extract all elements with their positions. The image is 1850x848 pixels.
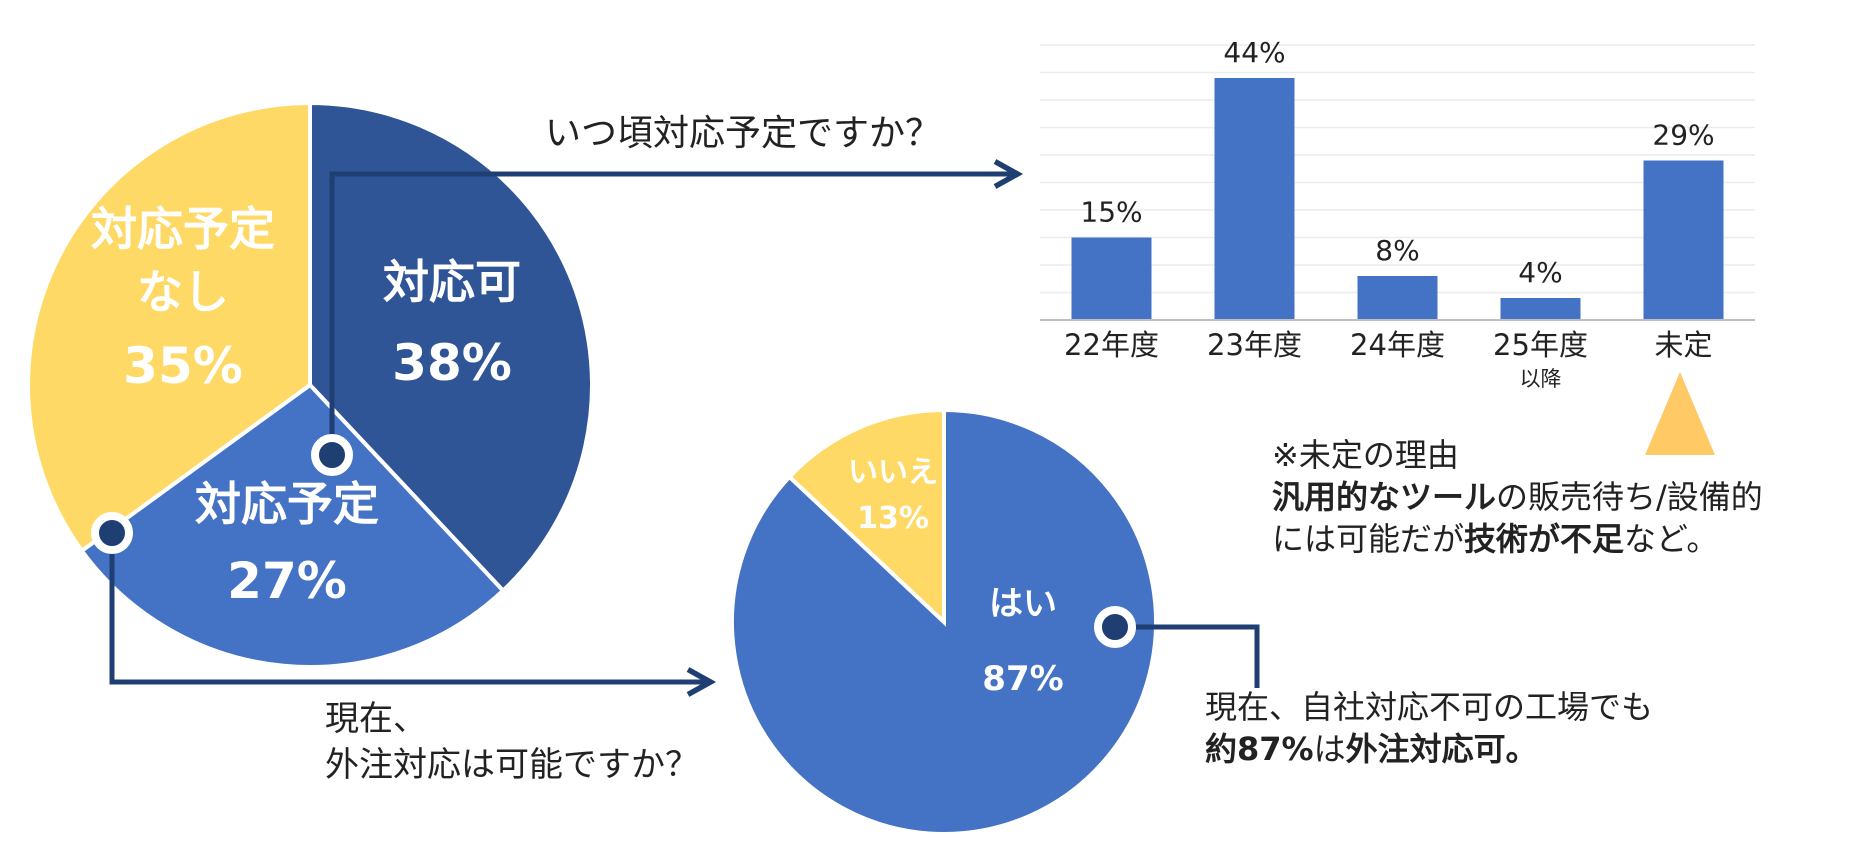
undecided-reason-line1: 汎用的なツールの販売待ち/設備的 [1272, 478, 1763, 516]
pie-label-unplanned: 対応予定 [91, 202, 275, 256]
pie-label-unplanned: なし [137, 265, 229, 319]
pie2-label-no: いいえ [848, 455, 938, 490]
outsourcing-pie-chart: はい 87% いいえ 13% [730, 407, 1158, 836]
outsourcing-question: 現在、 外注対応は可能ですか？ [325, 699, 699, 785]
bar-category-label: 23年度 [1207, 328, 1302, 362]
outsourcing-note-line2: 約87%は外注対応可。 [1205, 730, 1538, 768]
outsourcing-question-line1: 現在、 [325, 699, 427, 739]
bar-value-label: 8% [1375, 234, 1419, 267]
outsourcing-note: 現在、自社対応不可の工場でも 約87%は外注対応可。 [1205, 686, 1653, 770]
pie-slice-planned [79, 382, 506, 669]
undecided-reason-line2: には可能だが技術が不足など。 [1272, 520, 1719, 558]
bar-category-sublabel: 以降 [1520, 367, 1562, 391]
pie-value-planned: 27% [227, 552, 347, 610]
pie-value-unplanned: 35% [123, 337, 243, 395]
undecided-reason-title: ※未定の理由 [1272, 436, 1459, 474]
bar-5 [1643, 160, 1724, 320]
connector-arrow-to-outsourcing-pie [109, 533, 708, 682]
pie-label-planned: 対応予定 [195, 477, 379, 531]
bar-1 [1071, 237, 1152, 320]
pie2-value-yes: 87% [982, 659, 1063, 699]
bar-chart-question: いつ頃対応予定ですか？ [545, 113, 941, 154]
bar-value-label: 4% [1518, 256, 1562, 289]
pie-slice-unplanned [26, 100, 312, 554]
connector-dot-to-bar-chart [311, 434, 353, 476]
undecided-reason-note: ※未定の理由 汎用的なツールの販売待ち/設備的 には可能だが技術が不足など。 [1272, 434, 1763, 560]
connector-dot-to-outsourcing-pie [91, 512, 133, 554]
bar-category-label: 未定 [1654, 328, 1712, 362]
bar-value-label: 29% [1652, 119, 1714, 152]
bar-chart-bars [1071, 78, 1724, 320]
undecided-pointer-triangle [1645, 372, 1715, 455]
connector-line-to-outsourcing-note [1115, 624, 1260, 688]
connector-dot-outsourcing-note [1094, 606, 1136, 648]
pie2-value-no: 13% [857, 501, 929, 536]
bar-3 [1357, 276, 1438, 320]
bar-value-label: 44% [1223, 36, 1285, 69]
connector-arrow-to-bar-chart [329, 174, 1015, 455]
outsourcing-note-line1: 現在、自社対応不可の工場でも [1205, 688, 1654, 726]
bar-category-label: 24年度 [1350, 328, 1445, 362]
outsourcing-question-line2: 外注対応は可能ですか？ [325, 745, 699, 785]
bar-category-label: 25年度 [1493, 328, 1588, 362]
bar-2 [1214, 78, 1295, 320]
pie-slice-feasible [308, 100, 594, 594]
pie-value-feasible: 38% [392, 334, 512, 392]
pie2-label-yes: はい [989, 584, 1057, 624]
bar-chart-gridlines [1040, 44, 1755, 294]
pie-label-feasible: 対応可 [383, 255, 521, 309]
bar-4 [1500, 298, 1581, 320]
pie2-slice-no [786, 407, 946, 627]
bar-value-label: 15% [1080, 196, 1142, 229]
bar-category-label: 22年度 [1064, 328, 1159, 362]
